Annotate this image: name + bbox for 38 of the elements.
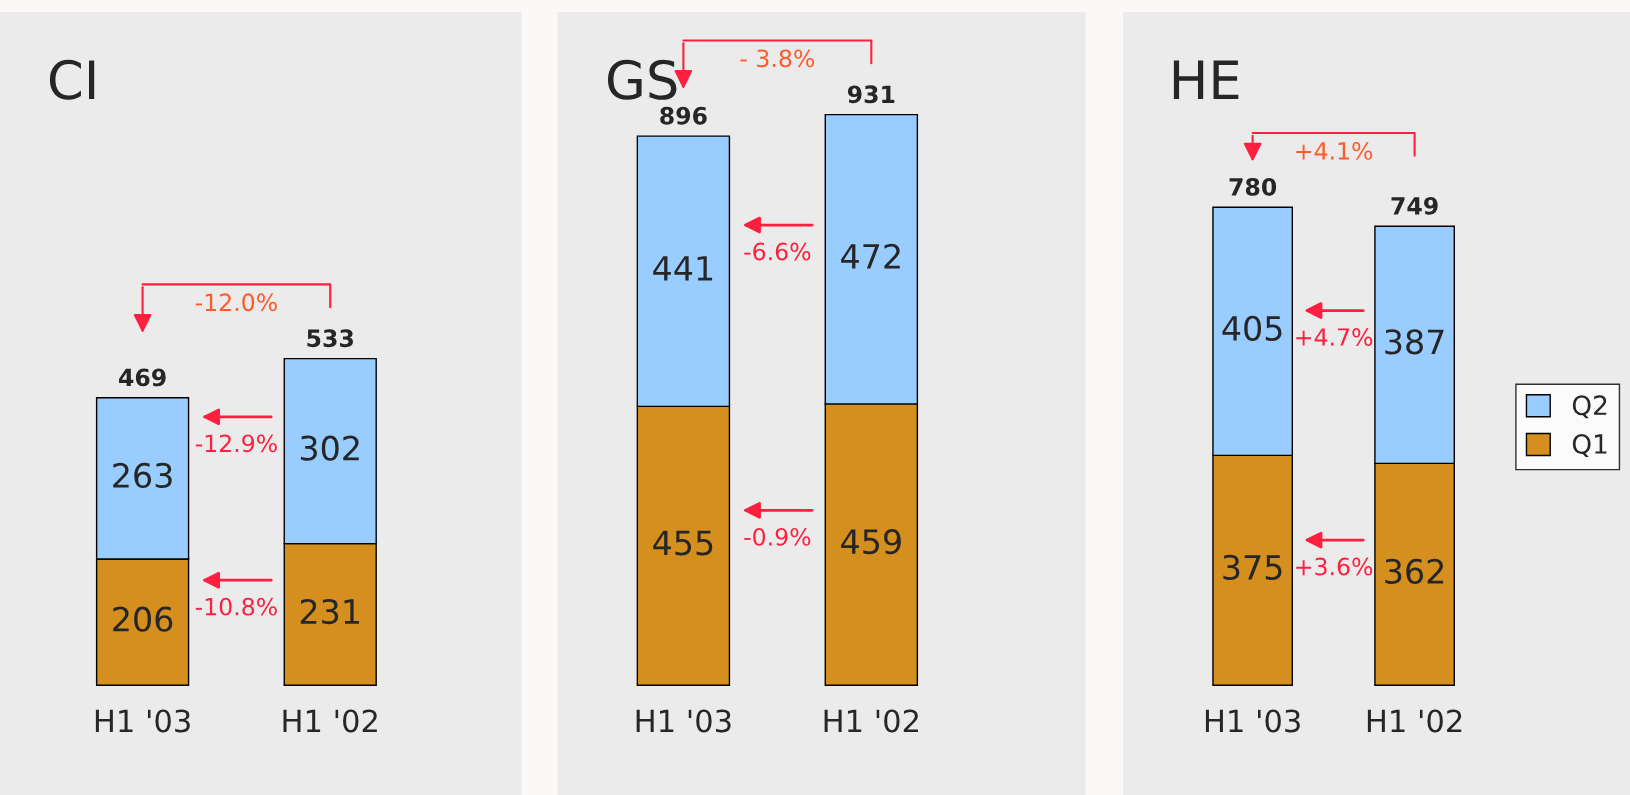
data-label: 362: [1385, 558, 1444, 584]
annotation: -12.9%: [195, 434, 277, 453]
chart-title: HE: [1173, 60, 1239, 100]
x-tick-label: H1 '03: [636, 709, 731, 733]
legend-label: Q1: [1572, 434, 1607, 458]
annotation: -0.9%: [744, 527, 811, 546]
x-tick-label: H1 '02: [1367, 709, 1462, 733]
data-label: 375: [1223, 554, 1282, 580]
annotation: +3.6%: [1296, 557, 1373, 576]
legend-label: Q2: [1572, 395, 1607, 419]
total-label: 896: [660, 106, 707, 125]
data-label: 441: [653, 256, 713, 281]
total-label: 749: [1391, 196, 1438, 215]
total-label: 931: [847, 85, 895, 104]
chart-title: GS: [607, 59, 677, 100]
x-tick-label: H1 '02: [283, 709, 377, 733]
x-tick-label: H1 '02: [824, 709, 918, 733]
data-label: 263: [113, 462, 172, 489]
data-label: 405: [1222, 315, 1282, 341]
total-label: 780: [1229, 177, 1277, 196]
data-label: 206: [113, 606, 173, 632]
data-label: 459: [841, 529, 901, 555]
chart-title: CI: [49, 59, 95, 100]
data-label: 302: [300, 435, 359, 461]
total-label: 533: [307, 329, 353, 348]
data-label: 455: [653, 530, 713, 556]
text: -12.0%: [195, 293, 277, 312]
annotation: +4.7%: [1296, 328, 1373, 346]
text: - 3.8%: [740, 49, 815, 68]
x-tick-label: H1 '03: [95, 709, 190, 733]
data-label: 231: [300, 598, 359, 625]
annotation: -6.6%: [744, 242, 811, 261]
annotation: -10.8%: [195, 597, 277, 616]
total-label: 469: [119, 368, 166, 387]
data-label: 387: [1385, 329, 1444, 355]
data-label: 472: [841, 243, 900, 269]
text: +4.1%: [1296, 141, 1373, 160]
x-tick-label: H1 '03: [1205, 709, 1300, 733]
